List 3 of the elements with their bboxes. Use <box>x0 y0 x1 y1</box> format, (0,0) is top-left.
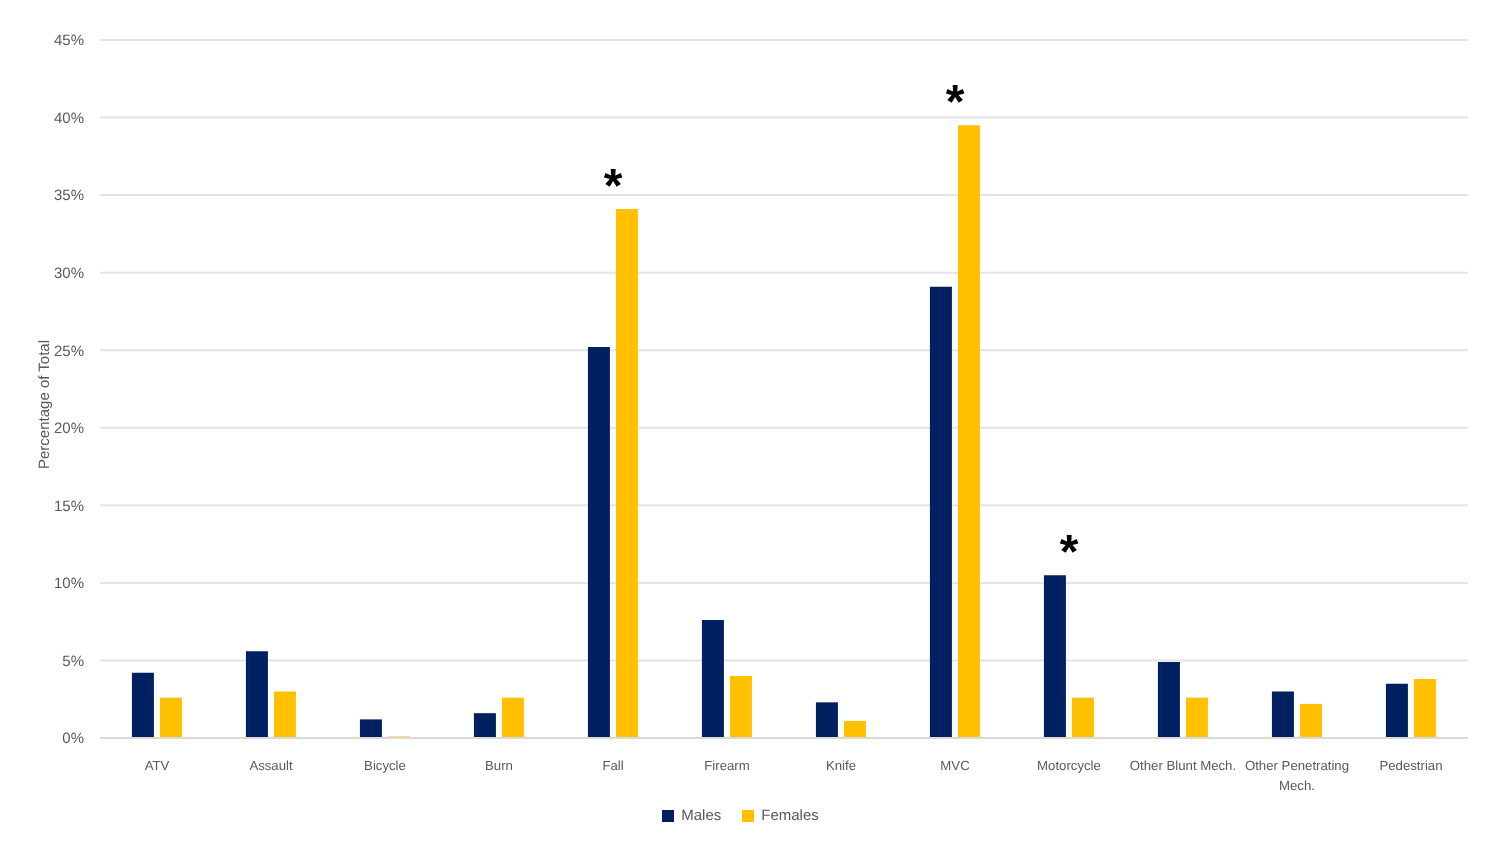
annotation: * <box>945 76 966 131</box>
annotation: * <box>603 160 624 215</box>
annotation: * <box>1059 526 1080 581</box>
